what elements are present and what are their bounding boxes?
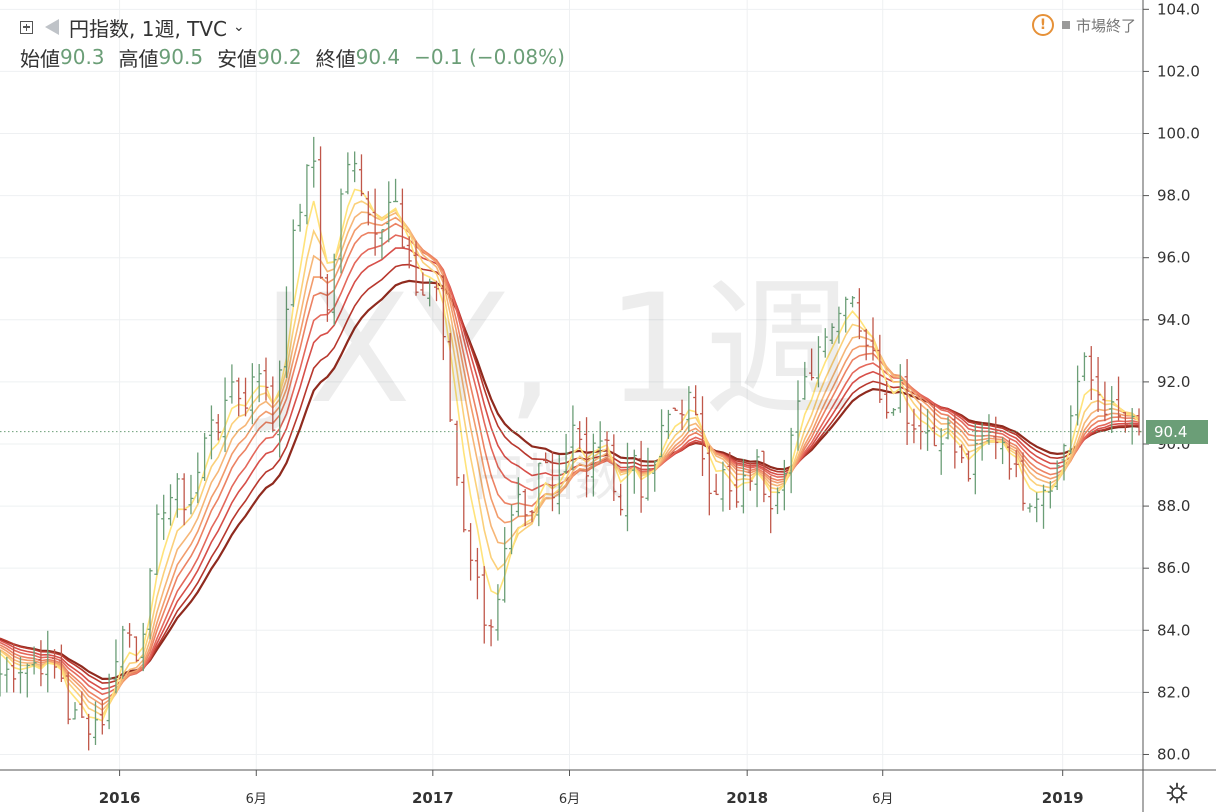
ma-ribbon (0, 188, 1140, 722)
symbol-title[interactable]: 円指数, 1週, TVC (69, 16, 228, 41)
last-price-tag: 90.4 (1146, 419, 1208, 444)
expand-icon[interactable] (20, 20, 33, 34)
y-tick-label: 80.0 (1157, 745, 1190, 763)
y-tick-label: 104.0 (1157, 0, 1200, 18)
y-tick-label: 92.0 (1157, 373, 1190, 391)
open-label: 始値 (20, 46, 60, 71)
y-tick-label: 100.0 (1157, 125, 1200, 143)
ma-line (0, 216, 1140, 706)
chart-grid (0, 0, 1143, 770)
high-label: 高値 (118, 46, 159, 71)
chart-legend: 円指数, 1週, TVC ⌄ 始値 90.3 高値 90.5 安値 90.2 終値 90… (20, 12, 565, 72)
y-tick-label: 102.0 (1157, 62, 1200, 80)
y-tick-label: 88.0 (1157, 497, 1190, 515)
symbol-row: 円指数, 1週, TVC ⌄ (20, 12, 565, 42)
x-tick-label: 6月 (559, 792, 580, 807)
market-status-text: 市場終了 (1075, 16, 1136, 35)
ma-line (0, 200, 1140, 717)
gear-icon[interactable] (1166, 782, 1188, 804)
close-value: 90.4 (355, 45, 401, 69)
watermark-symbol: JXY, 1週 (262, 263, 856, 437)
y-tick-label: 82.0 (1157, 683, 1190, 701)
change-value: −0.1 (−0.08%) (414, 45, 565, 69)
flag-icon[interactable] (45, 19, 59, 35)
y-tick-label: 84.0 (1157, 621, 1190, 639)
open-value: 90.3 (60, 45, 105, 69)
alert-icon[interactable]: ! (1031, 14, 1054, 36)
y-tick-label: 86.0 (1157, 559, 1190, 577)
ma-line (0, 188, 1140, 722)
x-tick-label: 2016 (99, 789, 141, 807)
low-value: 90.2 (257, 45, 302, 69)
x-tick-label: 2018 (726, 789, 768, 807)
ohlc-bars (0, 136, 1143, 751)
y-tick-label: 98.0 (1157, 187, 1190, 205)
x-tick-label: 6月 (872, 792, 893, 807)
market-status[interactable]: ! 市場終了 (1031, 14, 1136, 36)
watermark-name: 円指数 (474, 449, 624, 507)
ma-line (0, 211, 1140, 712)
high-value: 90.5 (158, 45, 204, 69)
y-tick-label: 96.0 (1157, 249, 1190, 267)
x-tick-label: 6月 (246, 792, 267, 807)
ohlc-row: 始値 90.3 高値 90.5 安値 90.2 終値 90.4 −0.1 (−0.08%… (20, 42, 565, 72)
x-tick-label: 2019 (1042, 789, 1084, 807)
low-label: 安値 (217, 46, 258, 71)
close-label: 終値 (315, 46, 356, 71)
status-dot-icon (1061, 21, 1070, 29)
y-tick-label: 94.0 (1157, 311, 1190, 329)
chevron-down-icon[interactable]: ⌄ (233, 19, 245, 35)
x-tick-label: 2017 (412, 789, 454, 807)
